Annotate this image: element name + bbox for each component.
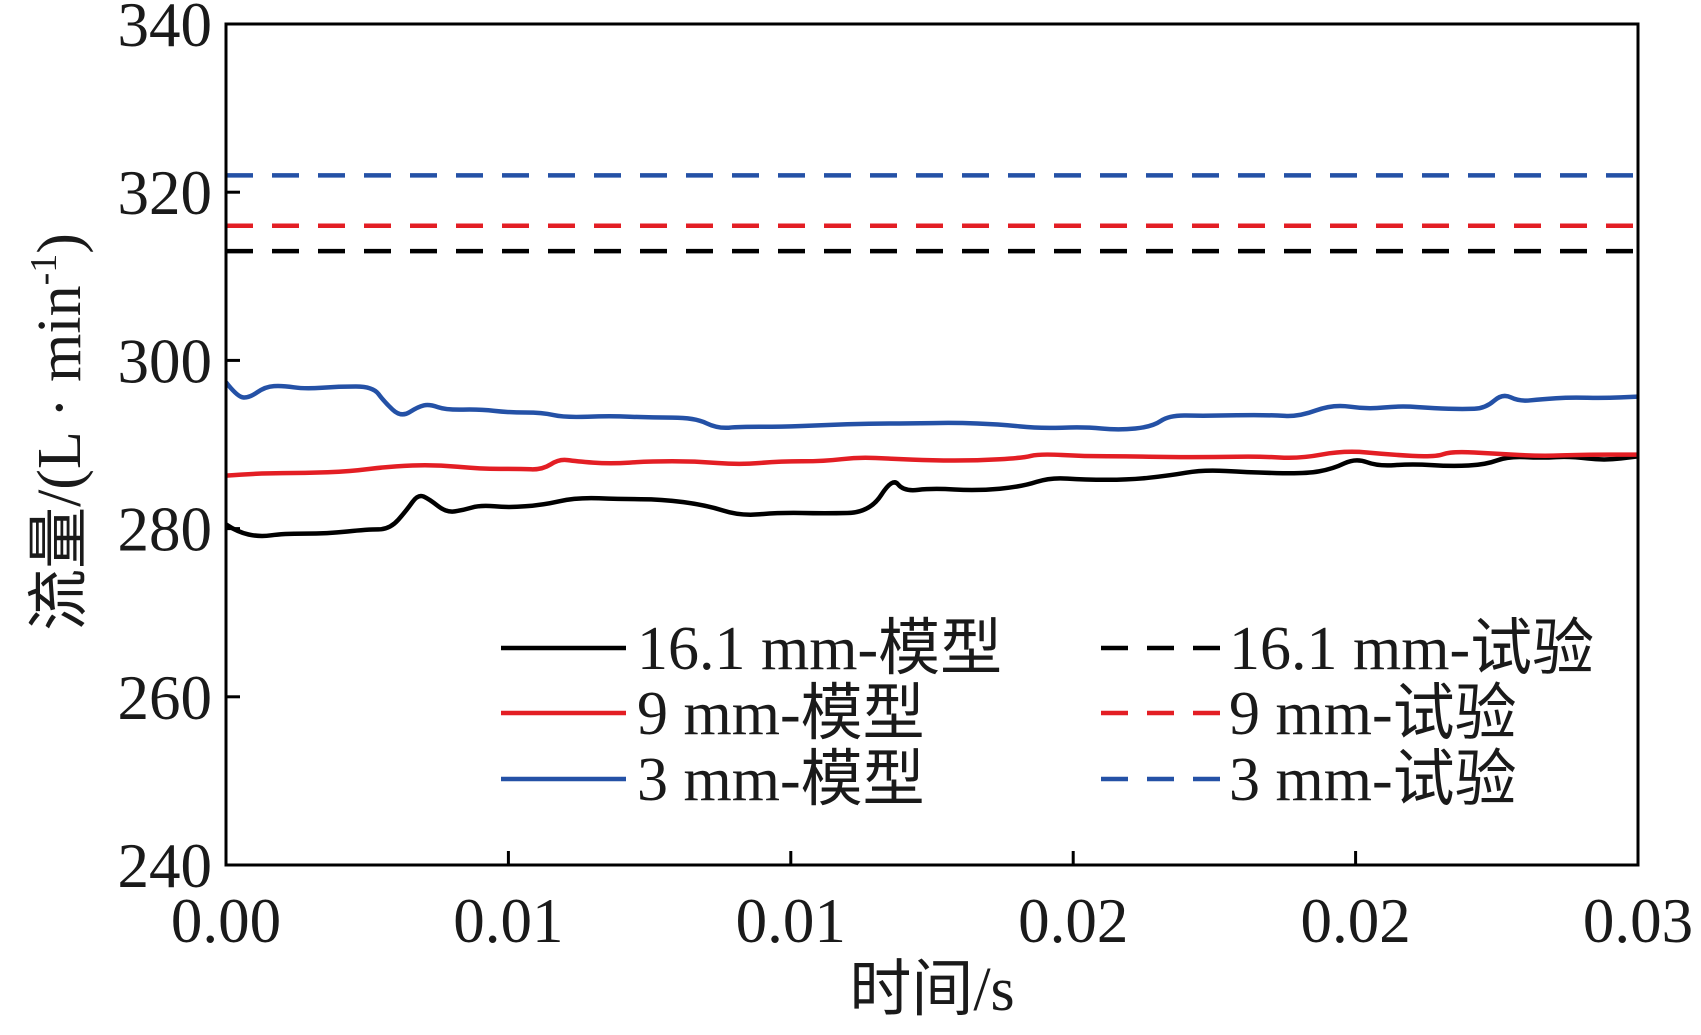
series-line-9mm-model xyxy=(226,449,1638,478)
x-tick-label-0: 0.00 xyxy=(171,886,281,956)
tick-marks xyxy=(224,22,1640,867)
legend-item-3mm-model: 3 mm-模型 xyxy=(501,746,925,814)
y-axis-label-close: ) xyxy=(26,233,94,254)
y-axis-label-main: 流量/(L · min xyxy=(26,285,94,631)
legend-item-9mm-test: 9 mm-试验 xyxy=(1101,680,1517,748)
x-tick-label-4: 0.02 xyxy=(1300,886,1410,956)
y-tick-label-300: 300 xyxy=(118,326,213,396)
x-tick-labels: 0.00 0.01 0.01 0.02 0.02 0.03 xyxy=(171,886,1693,956)
legend: 16.1 mm-模型 9 mm-模型 3 mm-模型 16.1 mm-试验 9 … xyxy=(501,615,1594,814)
legend-label-16-1mm-model: 16.1 mm-模型 xyxy=(637,615,1002,683)
y-axis-label-superscript: -1 xyxy=(23,254,65,286)
y-tick-label-280: 280 xyxy=(118,495,213,565)
legend-label-3mm-test: 3 mm-试验 xyxy=(1229,746,1517,814)
x-tick-label-3: 0.02 xyxy=(1018,886,1128,956)
y-tick-label-340: 340 xyxy=(118,0,213,60)
data-series xyxy=(226,173,1638,539)
legend-label-9mm-test: 9 mm-试验 xyxy=(1229,680,1517,748)
legend-item-16-1mm-model: 16.1 mm-模型 xyxy=(501,615,1002,683)
y-tick-label-240: 240 xyxy=(118,831,213,901)
series-line-3mm-model xyxy=(226,380,1638,432)
legend-item-9mm-model: 9 mm-模型 xyxy=(501,680,925,748)
legend-label-9mm-model: 9 mm-模型 xyxy=(637,680,925,748)
legend-item-16-1mm-test: 16.1 mm-试验 xyxy=(1101,615,1594,683)
x-tick-label-1: 0.01 xyxy=(453,886,563,956)
x-tick-label-2: 0.01 xyxy=(736,886,846,956)
legend-item-3mm-test: 3 mm-试验 xyxy=(1101,746,1517,814)
legend-label-3mm-model: 3 mm-模型 xyxy=(637,746,925,814)
y-tick-labels: 240 260 280 300 320 340 xyxy=(118,0,213,901)
x-tick-label-5: 0.03 xyxy=(1583,886,1693,956)
y-axis-label: 流量/(L · min-1) xyxy=(23,233,94,631)
y-tick-label-320: 320 xyxy=(118,158,213,228)
plot-frame xyxy=(224,22,1640,867)
series-line-16-1mm-model xyxy=(226,454,1638,539)
legend-label-16-1mm-test: 16.1 mm-试验 xyxy=(1229,615,1594,683)
x-axis-label: 时间/s xyxy=(849,956,1014,1024)
y-tick-label-260: 260 xyxy=(118,663,213,733)
